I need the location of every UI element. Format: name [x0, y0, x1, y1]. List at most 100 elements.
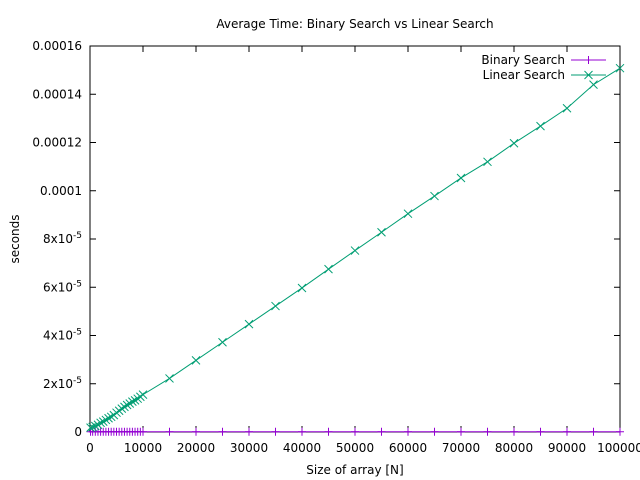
linear-search-point-mark [104, 413, 113, 423]
linear-search-point [509, 138, 519, 148]
plot-border [89, 45, 621, 433]
y-tick-label: 0.00012 [32, 136, 82, 150]
linear-search-point-mark [93, 420, 103, 430]
x-tick-label: 70000 [442, 441, 480, 455]
linear-search-point [86, 423, 95, 433]
linear-search-point-mark [483, 157, 492, 167]
linear-search-point-mark [106, 412, 116, 422]
linear-search-point-mark [350, 246, 360, 255]
linear-search-point [125, 399, 135, 408]
binary-search-point [298, 427, 306, 436]
chart-title: Average Time: Binary Search vs Linear Se… [216, 17, 493, 31]
x-tick-label: 0 [86, 441, 94, 455]
linear-search-point-mark [125, 399, 135, 408]
linear-search-point [483, 157, 492, 167]
binary-search-point [139, 427, 147, 436]
binary-search-point [377, 427, 386, 436]
linear-search-point [271, 301, 280, 311]
linear-search-point-mark [562, 103, 572, 113]
x-tick-label: 90000 [548, 441, 586, 455]
legend-label-linear-search: Linear Search [483, 68, 565, 82]
linear-search-point-mark [90, 421, 100, 431]
binary-search-point [218, 427, 227, 436]
binary-search-series [86, 427, 624, 436]
linear-search-point-mark [218, 337, 227, 347]
linear-search-point-mark [403, 209, 413, 219]
x-tick-label: 30000 [230, 441, 268, 455]
binary-search-point [324, 427, 333, 436]
binary-search-point [483, 427, 492, 436]
linear-search-point-mark [122, 400, 132, 410]
binary-search-point [165, 427, 174, 436]
y-tick-label: 0 [74, 425, 82, 439]
linear-search-point [244, 319, 254, 329]
linear-search-point [536, 121, 545, 131]
linear-search-point-mark [112, 408, 121, 418]
linear-search-point-mark [589, 80, 598, 89]
linear-search-point-mark [244, 319, 254, 329]
plot-series [86, 63, 625, 436]
linear-search-point [615, 63, 625, 73]
y-axis-label: seconds [8, 214, 22, 263]
binary-search-point [430, 427, 439, 436]
linear-search-point-mark [88, 422, 98, 432]
x-tick-label: 80000 [495, 441, 533, 455]
binary-search-point [563, 427, 571, 436]
linear-search-point [297, 283, 307, 293]
linear-search-point [430, 191, 439, 201]
y-tick-label: 2x10-5 [43, 376, 82, 391]
linear-search-point-mark [324, 264, 333, 274]
linear-search-point [138, 390, 148, 399]
linear-search-point [101, 415, 111, 425]
linear-search-point [98, 417, 108, 426]
legend-marker-linear-search [584, 70, 593, 80]
linear-search-series [86, 63, 625, 433]
linear-search-point-mark [271, 301, 280, 311]
x-axis-label: Size of array [N] [306, 463, 403, 477]
binary-search-point [616, 427, 624, 436]
linear-search-point-mark [96, 418, 105, 428]
binary-search-point [271, 427, 280, 436]
linear-search-point [350, 246, 360, 255]
binary-search-point [457, 427, 465, 436]
binary-search-point [404, 427, 412, 436]
linear-search-point-mark [297, 283, 307, 293]
linear-search-point-mark [377, 227, 386, 237]
x-tick-label: 40000 [283, 441, 321, 455]
linear-search-point [218, 337, 227, 347]
binary-search-point [510, 427, 518, 436]
linear-search-point-mark [98, 417, 108, 426]
linear-search-point-mark [86, 423, 95, 433]
linear-search-point [403, 209, 413, 219]
linear-search-point [88, 422, 98, 432]
binary-search-point [351, 427, 359, 436]
y-tick-label: 4x10-5 [43, 328, 82, 343]
y-tick-label: 0.0001 [40, 184, 82, 198]
linear-search-point [90, 421, 100, 431]
linear-search-point [130, 396, 140, 405]
linear-search-point [562, 103, 572, 113]
linear-search-point-mark [117, 404, 127, 413]
linear-search-point [112, 408, 121, 418]
linear-search-point-mark [138, 390, 148, 399]
linear-search-point [96, 418, 105, 428]
linear-search-point [324, 264, 333, 274]
linear-search-point [165, 374, 174, 383]
linear-search-point-mark [130, 396, 140, 405]
linear-search-point [120, 402, 129, 412]
linear-search-point-mark [430, 191, 439, 201]
linear-search-point-mark [133, 394, 143, 404]
linear-search-point [117, 404, 127, 413]
linear-search-point [377, 227, 386, 237]
binary-search-point [589, 427, 598, 436]
x-tick-label: 60000 [389, 441, 427, 455]
linear-search-point-mark [128, 397, 137, 406]
x-tick-label: 50000 [336, 441, 374, 455]
linear-search-point [93, 420, 103, 430]
x-tick-label: 10000 [124, 441, 162, 455]
linear-search-point-mark [536, 121, 545, 131]
x-tick-label: 20000 [177, 441, 215, 455]
binary-search-point [192, 427, 200, 436]
